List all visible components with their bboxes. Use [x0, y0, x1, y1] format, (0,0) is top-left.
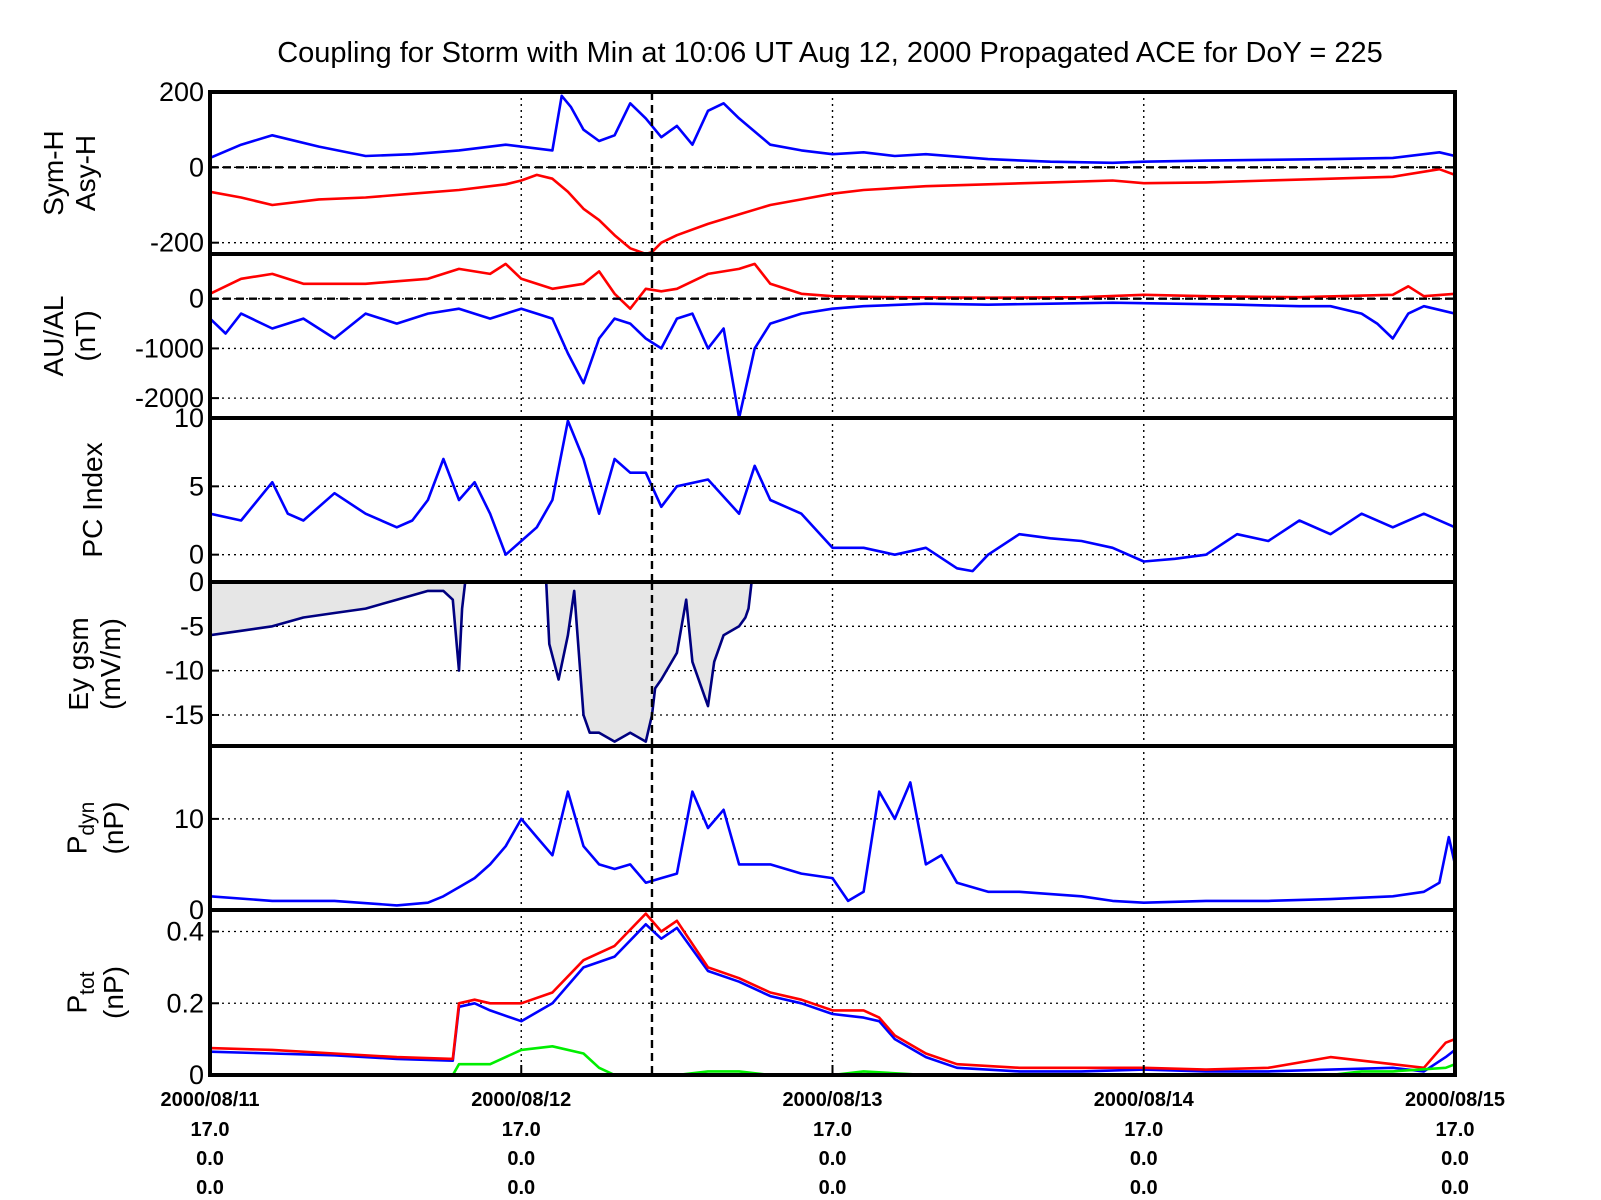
y-tick-label: 0.4	[166, 917, 204, 947]
y-tick-label: -10	[165, 656, 204, 686]
y-axis-label: Sym-HAsy-H	[38, 130, 101, 216]
series-line-blue	[210, 301, 1455, 418]
panel-1: 200 0 -200 Sym-HAsy-H	[38, 77, 1457, 258]
x-tick-sublabel: 0.0	[819, 1148, 847, 1170]
y-tick-label: 0	[189, 284, 204, 314]
x-tick-sublabel: 0.0	[1130, 1177, 1158, 1199]
y-tick-label: -5	[180, 611, 204, 641]
x-tick-sublabel: 0.0	[819, 1177, 847, 1199]
y-tick-label: -200	[150, 228, 204, 258]
x-tick-sublabel: 0.0	[1441, 1148, 1469, 1170]
panels: 2000-200Sym-HAsy-H0-1000-2000AU/AL(nT)10…	[38, 77, 1457, 1090]
series-line-red	[210, 912, 1455, 1071]
series-line-navy	[210, 582, 753, 743]
x-tick-sublabel: 0.0	[196, 1177, 224, 1199]
chart-title: Coupling for Storm with Min at 10:06 UT …	[277, 37, 1383, 69]
x-tick-sublabel: 0.0	[507, 1177, 535, 1199]
x-tick-date: 2000/08/13	[782, 1089, 882, 1111]
panel-2: 0 -1000 -2000 AU/AL(nT)	[38, 252, 1457, 420]
x-tick-date: 2000/08/14	[1094, 1089, 1195, 1111]
y-tick-label: 5	[189, 471, 204, 501]
series-line-blue	[210, 781, 1455, 907]
panel-4: 0 -5 -10 -15 Ey gsm(mV/m)	[63, 567, 1457, 748]
series-group	[210, 419, 1455, 573]
x-tick-sublabel: 17.0	[813, 1119, 852, 1141]
series-line-red	[210, 262, 1455, 311]
x-tick-sublabel: 17.0	[1436, 1119, 1475, 1141]
series-group	[210, 262, 1455, 418]
series-group	[210, 781, 1455, 907]
series-line-blue	[210, 922, 1455, 1073]
x-tick-sublabel: 0.0	[1441, 1177, 1469, 1199]
panel-5: 10 0 Pdyn(nP)	[61, 744, 1457, 925]
y-tick-label: 200	[159, 77, 204, 107]
y-axis-label: PC Index	[77, 442, 108, 557]
y-tick-label: 0.2	[166, 988, 204, 1018]
y-tick-label: 0	[189, 567, 204, 597]
panel-6: 0.4 0.2 0 Ptot(nP)	[61, 908, 1457, 1090]
x-tick-sublabel: 17.0	[191, 1119, 230, 1141]
x-tick-sublabel: 0.0	[1130, 1148, 1158, 1170]
y-tick-label: 10	[174, 804, 204, 834]
x-tick-date: 2000/08/15	[1405, 1089, 1505, 1111]
y-axis-label: Ey gsm(mV/m)	[63, 617, 126, 710]
series-line-blue	[210, 419, 1455, 573]
y-tick-label: 0	[189, 1060, 204, 1090]
y-tick-label: -15	[165, 700, 204, 730]
y-axis-label: Ptot(nP)	[61, 966, 129, 1019]
x-tick-date: 2000/08/11	[161, 1089, 260, 1111]
x-tick-sublabel: 0.0	[507, 1148, 535, 1170]
series-group	[210, 582, 753, 743]
x-tick-sublabel: 17.0	[502, 1119, 541, 1141]
panel-3: 10 5 0 PC Index	[77, 403, 1457, 584]
y-tick-label: -2000	[135, 383, 204, 413]
y-tick-label: 0	[189, 152, 204, 182]
series-group	[210, 94, 1455, 254]
x-axis: 2000/08/11 17.0 0.0 0.0 2000/08/12 17.0 0.0 0.0…	[161, 1065, 1505, 1199]
series-line-red	[210, 167, 1455, 254]
series-line-blue	[210, 94, 1455, 165]
y-tick-label: -1000	[135, 333, 204, 363]
series-fill	[210, 582, 752, 742]
y-tick-label: 10	[174, 403, 204, 433]
y-tick-label: 0	[189, 895, 204, 925]
x-tick-sublabel: 0.0	[196, 1148, 224, 1170]
y-axis-label: AU/AL(nT)	[38, 296, 101, 377]
x-tick-date: 2000/08/12	[471, 1089, 571, 1111]
x-tick-sublabel: 17.0	[1124, 1119, 1163, 1141]
y-tick-label: 0	[189, 540, 204, 570]
y-axis-label: Pdyn(nP)	[61, 802, 129, 855]
